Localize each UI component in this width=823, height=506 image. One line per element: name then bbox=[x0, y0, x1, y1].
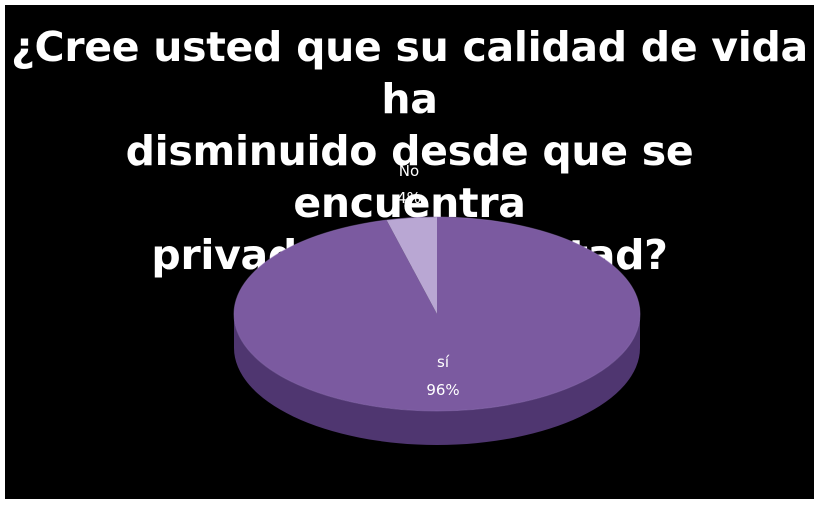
slide-canvas: ¿Cree usted que su calidad de vida ha di… bbox=[5, 5, 814, 499]
slice-label-no-name: No bbox=[399, 162, 419, 180]
slice-label-si-value: 96% bbox=[426, 381, 459, 399]
pie-side-si bbox=[234, 314, 640, 445]
pie-slice-no bbox=[386, 217, 437, 314]
chart-title-line-2: disminuido desde que se encuentra bbox=[125, 127, 694, 227]
pie-labels: No 4% sí 96% bbox=[397, 162, 460, 399]
chart-title-line-1: ¿Cree usted que su calidad de vida ha bbox=[11, 23, 808, 123]
pie-3d-sides bbox=[234, 314, 640, 445]
pie-rim bbox=[233, 216, 641, 412]
pie-chart: No 4% sí 96% bbox=[233, 162, 641, 445]
slice-label-no-value: 4% bbox=[397, 189, 421, 207]
slice-label-si-name: sí bbox=[437, 353, 450, 371]
pie-slices bbox=[233, 216, 641, 412]
pie-slice-si bbox=[234, 217, 641, 412]
